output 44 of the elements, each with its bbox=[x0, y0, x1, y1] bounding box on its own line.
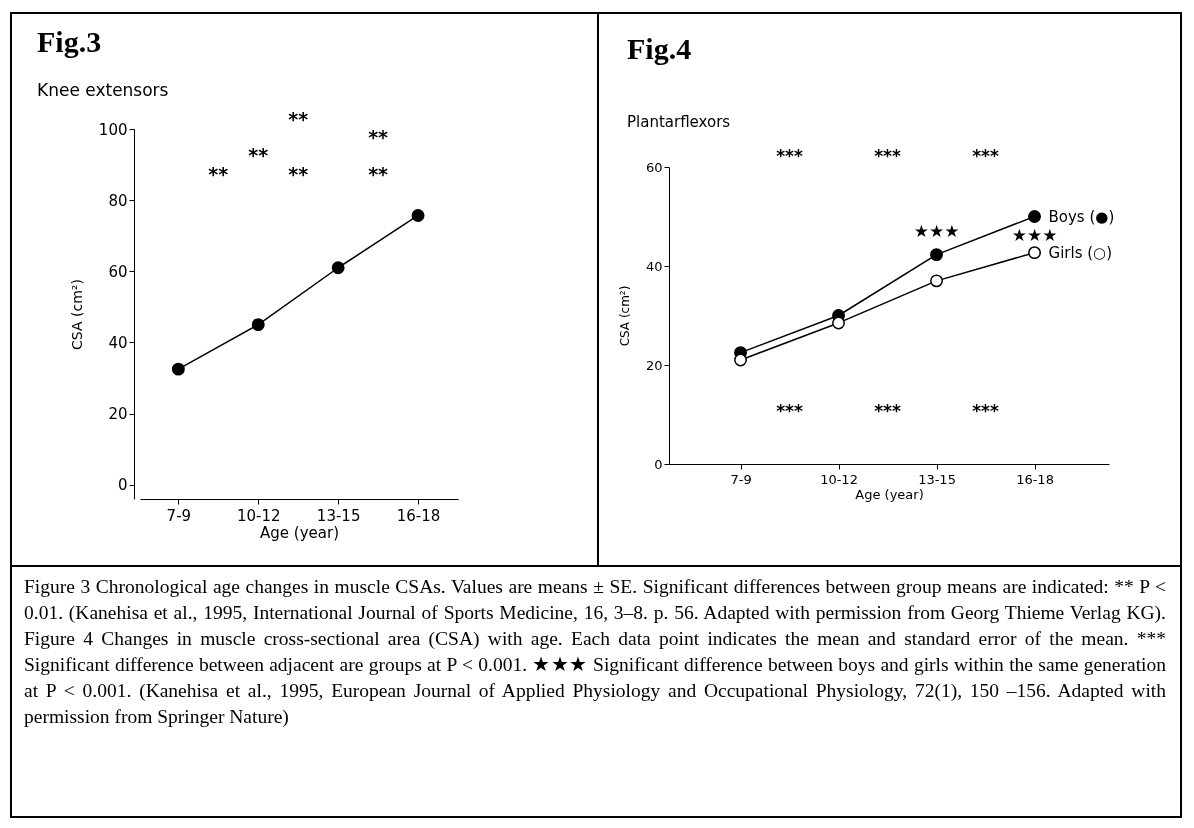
annotation: ** bbox=[368, 125, 389, 148]
series-label: Girls (○) bbox=[1048, 243, 1113, 262]
y-tick-label: 40 bbox=[108, 333, 128, 352]
x-tick-label: 10-12 bbox=[236, 506, 281, 525]
annotation: ** bbox=[288, 163, 309, 186]
x-tick-label: 13-15 bbox=[918, 471, 956, 487]
y-tick-label: 0 bbox=[654, 456, 663, 472]
annotation: ★★★ bbox=[1011, 225, 1058, 246]
text: *** bbox=[776, 146, 803, 167]
text: *** bbox=[874, 146, 901, 167]
annotation: ** bbox=[368, 163, 389, 186]
caption: Figure 4 Changes in muscle cross-sectional area (CSA) with age. Each data point indicates the mean and standard error of the mean. *** Significant difference between adjacent are groups at P < 0.001. ★★★ Significant difference between boys and girls within the same generation at P < 0.001. (Kanehisa et al., 1995, European Journal of Applied Physiology and Occupational Physiology, 72(1), 150 –156. Adapted with permission from Springer Nature) bbox=[24, 628, 1166, 727]
y-tick-label: 60 bbox=[645, 159, 663, 175]
chart-subtitle: Plantarflexors bbox=[627, 113, 731, 132]
chart-title: Fig.3 bbox=[37, 25, 102, 59]
annotation: ★★★ bbox=[913, 221, 960, 242]
y-tick-label: 20 bbox=[645, 357, 663, 373]
x-tick-label: 7-9 bbox=[730, 471, 752, 487]
annotation: ** bbox=[208, 163, 229, 186]
y-tick-label: 40 bbox=[645, 258, 663, 274]
x-tick-label: 16-18 bbox=[1016, 471, 1054, 487]
text: *** bbox=[972, 146, 999, 167]
annotation: *** bbox=[776, 401, 803, 422]
y-axis-title: CSA (cm²) bbox=[68, 279, 85, 350]
caption: Figure 3 Chronological age changes in muscle CSAs. Values are means ± SE. Significant differences between group means are indicated: ** P < 0.01. (Kanehisa et al., 1995, International Journal of Sports Medicine, 16, 3–8. p. 56. Adapted with permission from Georg Thieme Verlag KG). bbox=[24, 576, 1166, 623]
series-label: Boys (●) bbox=[1048, 207, 1115, 226]
annotation: *** bbox=[874, 401, 901, 422]
y-tick-label: 20 bbox=[108, 405, 128, 424]
x-tick-label: 13-15 bbox=[316, 506, 361, 525]
annotation: ** bbox=[248, 143, 269, 166]
y-tick-label: 80 bbox=[108, 191, 128, 210]
x-tick-label: 7-9 bbox=[166, 506, 192, 525]
y-axis-title: CSA (cm²) bbox=[617, 285, 632, 347]
x-tick-label: 10-12 bbox=[820, 471, 858, 487]
chart-title: Fig.4 bbox=[627, 32, 692, 66]
x-axis-title: Age (year) bbox=[260, 523, 339, 542]
y-tick-label: 60 bbox=[108, 262, 128, 281]
y-tick-label: 0 bbox=[117, 476, 128, 495]
annotation: ** bbox=[288, 108, 309, 131]
y-tick-label: 100 bbox=[98, 120, 128, 139]
chart-subtitle: Knee extensors bbox=[37, 80, 169, 101]
x-axis-title: Age (year) bbox=[855, 486, 924, 502]
annotation: *** bbox=[972, 401, 999, 422]
x-tick-label: 16-18 bbox=[396, 506, 441, 525]
